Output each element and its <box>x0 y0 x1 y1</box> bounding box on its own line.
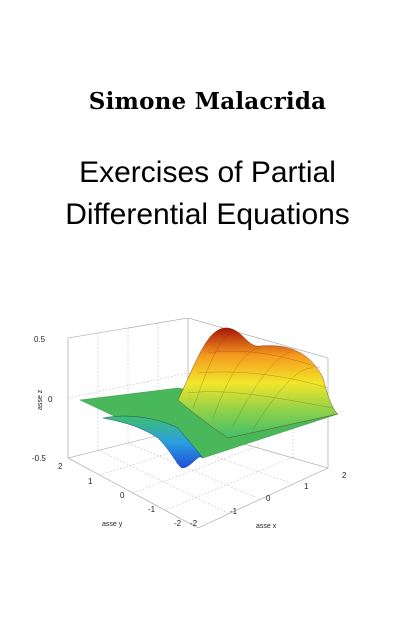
x-axis-label: asse x <box>256 523 277 530</box>
surface-valley <box>102 415 204 469</box>
surface-peak <box>177 327 339 439</box>
x-tick-4: 1 <box>304 482 309 491</box>
y-tick-2: 1 <box>88 477 93 486</box>
y-tick-1: 2 <box>58 462 63 471</box>
surface-plot: 0.5 0 -0.5 asse z 2 1 0 -1 -2 asse y -2 … <box>28 318 368 540</box>
book-title: Exercises of Partial Differential Equati… <box>0 152 415 236</box>
author-name: Simone Malacrida <box>88 88 327 115</box>
x-tick-5: 2 <box>342 471 347 480</box>
z-axis-label: asse z <box>37 389 44 410</box>
z-tick-2: 0 <box>48 395 53 404</box>
y-tick-3: 0 <box>120 491 125 500</box>
z-tick-1: 0.5 <box>34 335 46 344</box>
surface <box>79 327 339 469</box>
y-axis-label: asse y <box>102 521 123 528</box>
title-line-2: Differential Equations <box>65 198 350 231</box>
x-tick-3: 0 <box>266 494 271 503</box>
y-tick-5: -2 <box>174 519 182 528</box>
x-tick-2: -1 <box>230 507 238 516</box>
y-tick-4: -1 <box>148 505 156 514</box>
z-tick-3: -0.5 <box>32 454 46 463</box>
surface-plot-svg: 0.5 0 -0.5 asse z 2 1 0 -1 -2 asse y -2 … <box>32 318 347 530</box>
x-tick-1: -2 <box>190 519 198 528</box>
title-line-1: Exercises of Partial <box>79 156 336 189</box>
